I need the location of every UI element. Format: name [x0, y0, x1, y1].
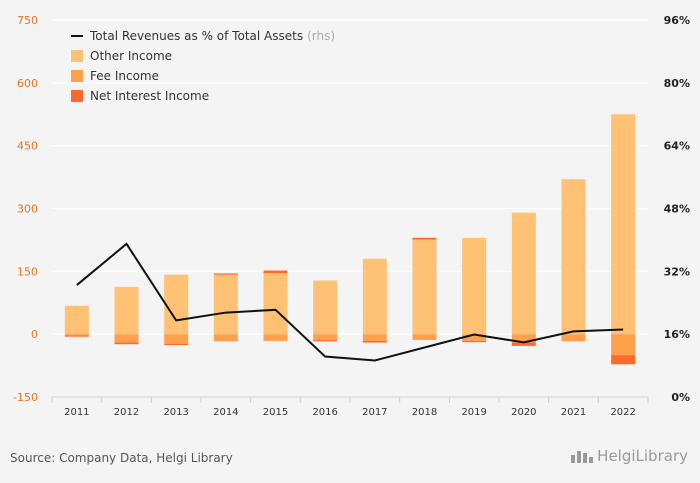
- bar-fee-income: [561, 334, 586, 342]
- y-left-tick: 150: [17, 265, 38, 278]
- legend-note: (rhs): [307, 29, 335, 43]
- bar-other-income: [313, 280, 338, 335]
- y-right-tick: 64%: [664, 140, 690, 153]
- x-tick-label: 2022: [610, 407, 635, 418]
- bar-other-income: [362, 258, 387, 335]
- legend-label: Other Income: [90, 49, 172, 63]
- bar-other-income: [213, 274, 238, 335]
- x-tick-label: 2018: [412, 407, 437, 418]
- bar-fee-income: [611, 334, 636, 356]
- bar-fee-income: [313, 334, 338, 341]
- y-right-tick: 0%: [671, 391, 690, 404]
- bar-net-interest-income: [313, 340, 338, 342]
- y-left-tick: 600: [17, 77, 38, 90]
- y-right-tick: 48%: [664, 203, 690, 216]
- legend-swatch: [71, 90, 83, 102]
- bar-other-income: [114, 286, 139, 335]
- bar-other-income: [64, 305, 89, 335]
- legend-swatch: [71, 50, 83, 62]
- bar-net-interest-income: [511, 342, 536, 346]
- bar-net-interest-income: [611, 355, 636, 365]
- x-tick-label: 2014: [213, 407, 238, 418]
- source-note: Source: Company Data, Helgi Library: [10, 451, 233, 465]
- bar-fee-income: [164, 334, 189, 344]
- bar-other-income: [511, 212, 536, 335]
- bar-net-interest-income: [412, 237, 437, 240]
- legend-label: Total Revenues as % of Total Assets: [89, 29, 303, 43]
- bar-fee-income: [362, 334, 387, 341]
- line-total-revenues: [76, 242, 624, 362]
- brand-name: HelgiLibrary: [597, 447, 688, 465]
- bar-fee-income: [263, 334, 288, 341]
- legend-label: Fee Income: [90, 69, 159, 83]
- library-icon: [571, 449, 594, 463]
- y-right-tick: 96%: [664, 14, 690, 27]
- y-left-tick: 0: [31, 328, 38, 341]
- x-tick-label: 2020: [511, 407, 536, 418]
- bar-other-income: [412, 239, 437, 335]
- brand-logo[interactable]: HelgiLibrary: [571, 447, 688, 465]
- x-tick-label: 2013: [163, 407, 188, 418]
- legend-swatch: [71, 70, 83, 82]
- bar-other-income: [164, 274, 189, 335]
- x-tick-label: 2017: [362, 407, 387, 418]
- bar-net-interest-income: [164, 343, 189, 346]
- bar-fee-income: [114, 334, 139, 343]
- y-left-tick: -150: [13, 391, 38, 404]
- x-tick-label: 2021: [561, 407, 586, 418]
- x-tick-label: 2016: [312, 407, 337, 418]
- bar-net-interest-income: [263, 270, 288, 274]
- bar-other-income: [611, 114, 636, 335]
- y-right-tick: 16%: [664, 328, 690, 341]
- bar-net-interest-income: [114, 342, 139, 345]
- bar-fee-income: [462, 334, 487, 341]
- bar-net-interest-income: [64, 335, 89, 337]
- y-left-tick: 300: [17, 203, 38, 216]
- combo-chart: 750 600 450 300 150 0 -150 96% 80% 64% 48% 32% 16% 0%…: [13, 14, 690, 418]
- bar-fee-income: [412, 334, 437, 341]
- bar-other-income: [263, 273, 288, 335]
- x-tick-label: 2012: [114, 407, 139, 418]
- bar-fee-income: [213, 334, 238, 342]
- y-left-tick: 750: [17, 14, 38, 27]
- bar-net-interest-income: [462, 340, 487, 343]
- bar-fee-income: [64, 334, 89, 336]
- bar-net-interest-income: [213, 273, 238, 275]
- y-right-tick: 80%: [664, 77, 690, 90]
- bar-fee-income: [511, 334, 536, 343]
- bar-net-interest-income: [362, 340, 387, 343]
- x-tick-label: 2019: [461, 407, 486, 418]
- x-tick-label: 2015: [263, 407, 288, 418]
- y-left-tick: 450: [17, 140, 38, 153]
- legend-label: Net Interest Income: [90, 89, 209, 103]
- x-tick-label: 2011: [64, 407, 89, 418]
- y-right-tick: 32%: [664, 265, 690, 278]
- bar-other-income: [561, 179, 586, 335]
- bar-other-income: [462, 237, 487, 335]
